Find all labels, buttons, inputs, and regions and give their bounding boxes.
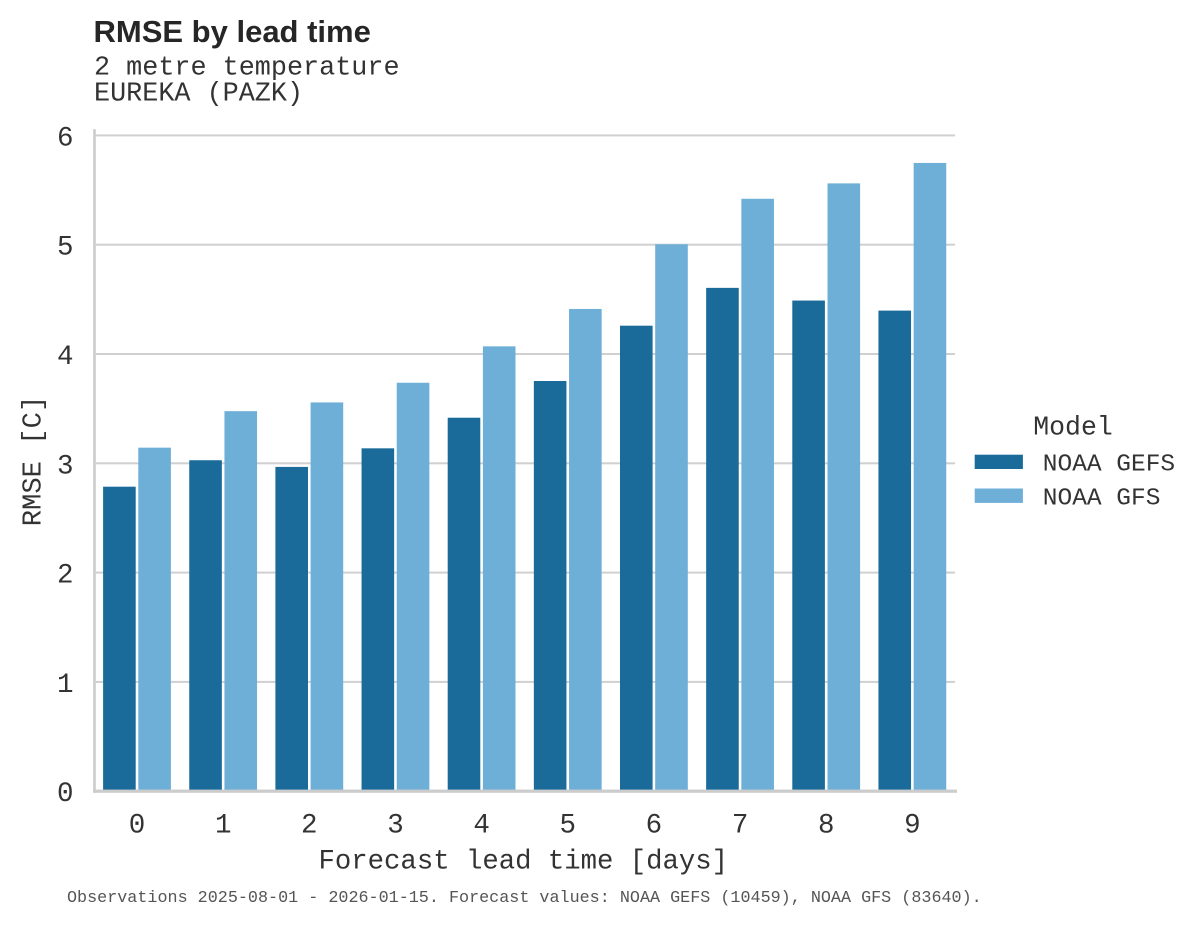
svg-text:6: 6: [57, 123, 74, 154]
svg-text:Forecast lead time [days]: Forecast lead time [days]: [319, 847, 729, 878]
svg-text:RMSE [C]: RMSE [C]: [19, 396, 50, 527]
svg-text:3: 3: [387, 810, 404, 841]
svg-text:0: 0: [129, 810, 146, 841]
svg-text:2 metre temperature: 2 metre temperature: [94, 53, 400, 83]
svg-text:8: 8: [818, 810, 835, 841]
svg-text:2: 2: [57, 561, 74, 592]
svg-text:6: 6: [646, 810, 663, 841]
svg-text:4: 4: [57, 342, 74, 373]
svg-text:Model: Model: [1033, 413, 1113, 443]
svg-text:1: 1: [215, 810, 232, 841]
svg-text:5: 5: [560, 810, 577, 841]
svg-text:EUREKA (PAZK): EUREKA (PAZK): [94, 79, 303, 109]
svg-text:7: 7: [732, 810, 749, 841]
svg-text:RMSE by lead time: RMSE by lead time: [94, 14, 371, 49]
svg-text:3: 3: [57, 451, 74, 482]
svg-text:9: 9: [904, 810, 921, 841]
svg-text:NOAA GEFS: NOAA GEFS: [1043, 452, 1175, 479]
svg-text:NOAA GFS: NOAA GFS: [1043, 486, 1161, 513]
svg-text:5: 5: [57, 233, 74, 264]
svg-text:2: 2: [301, 810, 318, 841]
svg-text:Observations 2025-08-01 - 2026: Observations 2025-08-01 - 2026-01-15. Fo…: [67, 889, 982, 908]
svg-text:0: 0: [57, 779, 74, 810]
svg-text:4: 4: [473, 810, 490, 841]
svg-text:1: 1: [57, 670, 74, 701]
